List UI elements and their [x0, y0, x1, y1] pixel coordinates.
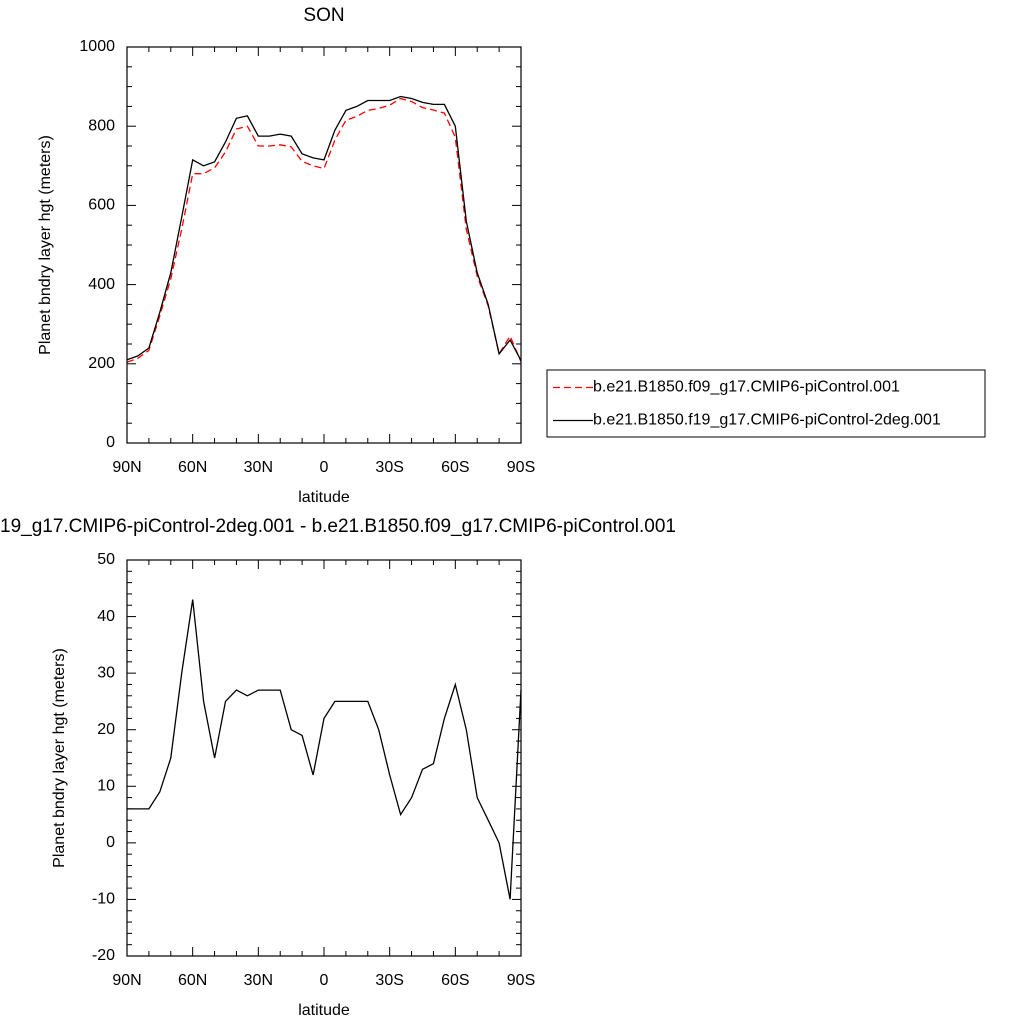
y-tick-label: 0 — [106, 434, 115, 451]
y-tick-label: 200 — [88, 355, 115, 372]
data-line — [127, 599, 522, 900]
y-tick-label: -10 — [92, 891, 115, 908]
y-axis-label: Planet bndry layer hgt (meters) — [37, 135, 54, 355]
y-tick-label: 400 — [88, 276, 115, 293]
plot-frame — [126, 46, 522, 444]
x-tick-label: 30N — [244, 459, 273, 476]
data-line — [126, 95, 522, 361]
x-tick-label: 60S — [441, 459, 469, 476]
y-tick-label: 1000 — [79, 38, 115, 55]
legend-label: b.e21.B1850.f09_g17.CMIP6-piControl.001 — [593, 379, 900, 396]
x-tick-label: 90S — [507, 459, 535, 476]
y-tick-label: 20 — [97, 721, 115, 738]
x-tick-label: 90N — [112, 972, 141, 989]
legend: b.e21.B1850.f09_g17.CMIP6-piControl.001b… — [546, 369, 986, 438]
y-tick-label: 600 — [88, 197, 115, 214]
legend-box — [546, 369, 986, 438]
y-tick-label: 40 — [97, 608, 115, 625]
x-tick-label: 60S — [441, 972, 469, 989]
data-line — [126, 97, 522, 363]
legend-label: b.e21.B1850.f19_g17.CMIP6-piControl-2deg… — [593, 412, 941, 429]
x-tick-label: 60N — [178, 459, 207, 476]
x-tick-label: 30N — [244, 972, 273, 989]
chart-title: 19_g17.CMIP6-piControl-2deg.001 - b.e21.… — [0, 516, 676, 537]
y-tick-label: 30 — [97, 664, 115, 681]
y-tick-label: 10 — [97, 778, 115, 795]
y-tick-label: 800 — [88, 117, 115, 134]
x-tick-label: 0 — [320, 972, 329, 989]
x-axis-label: latitude — [298, 1002, 350, 1019]
y-tick-label: 50 — [97, 551, 115, 568]
x-axis-label: latitude — [298, 489, 350, 506]
x-tick-label: 30S — [375, 459, 403, 476]
x-tick-label: 0 — [320, 459, 329, 476]
y-tick-label: 0 — [106, 834, 115, 851]
chart-title: SON — [303, 5, 344, 26]
plot-frame — [126, 559, 522, 957]
x-tick-label: 90S — [507, 972, 535, 989]
y-axis-label: Planet bndry layer hgt (meters) — [51, 648, 68, 868]
x-tick-label: 30S — [375, 972, 403, 989]
x-tick-label: 60N — [178, 972, 207, 989]
x-tick-label: 90N — [112, 459, 141, 476]
y-tick-label: -20 — [92, 947, 115, 964]
